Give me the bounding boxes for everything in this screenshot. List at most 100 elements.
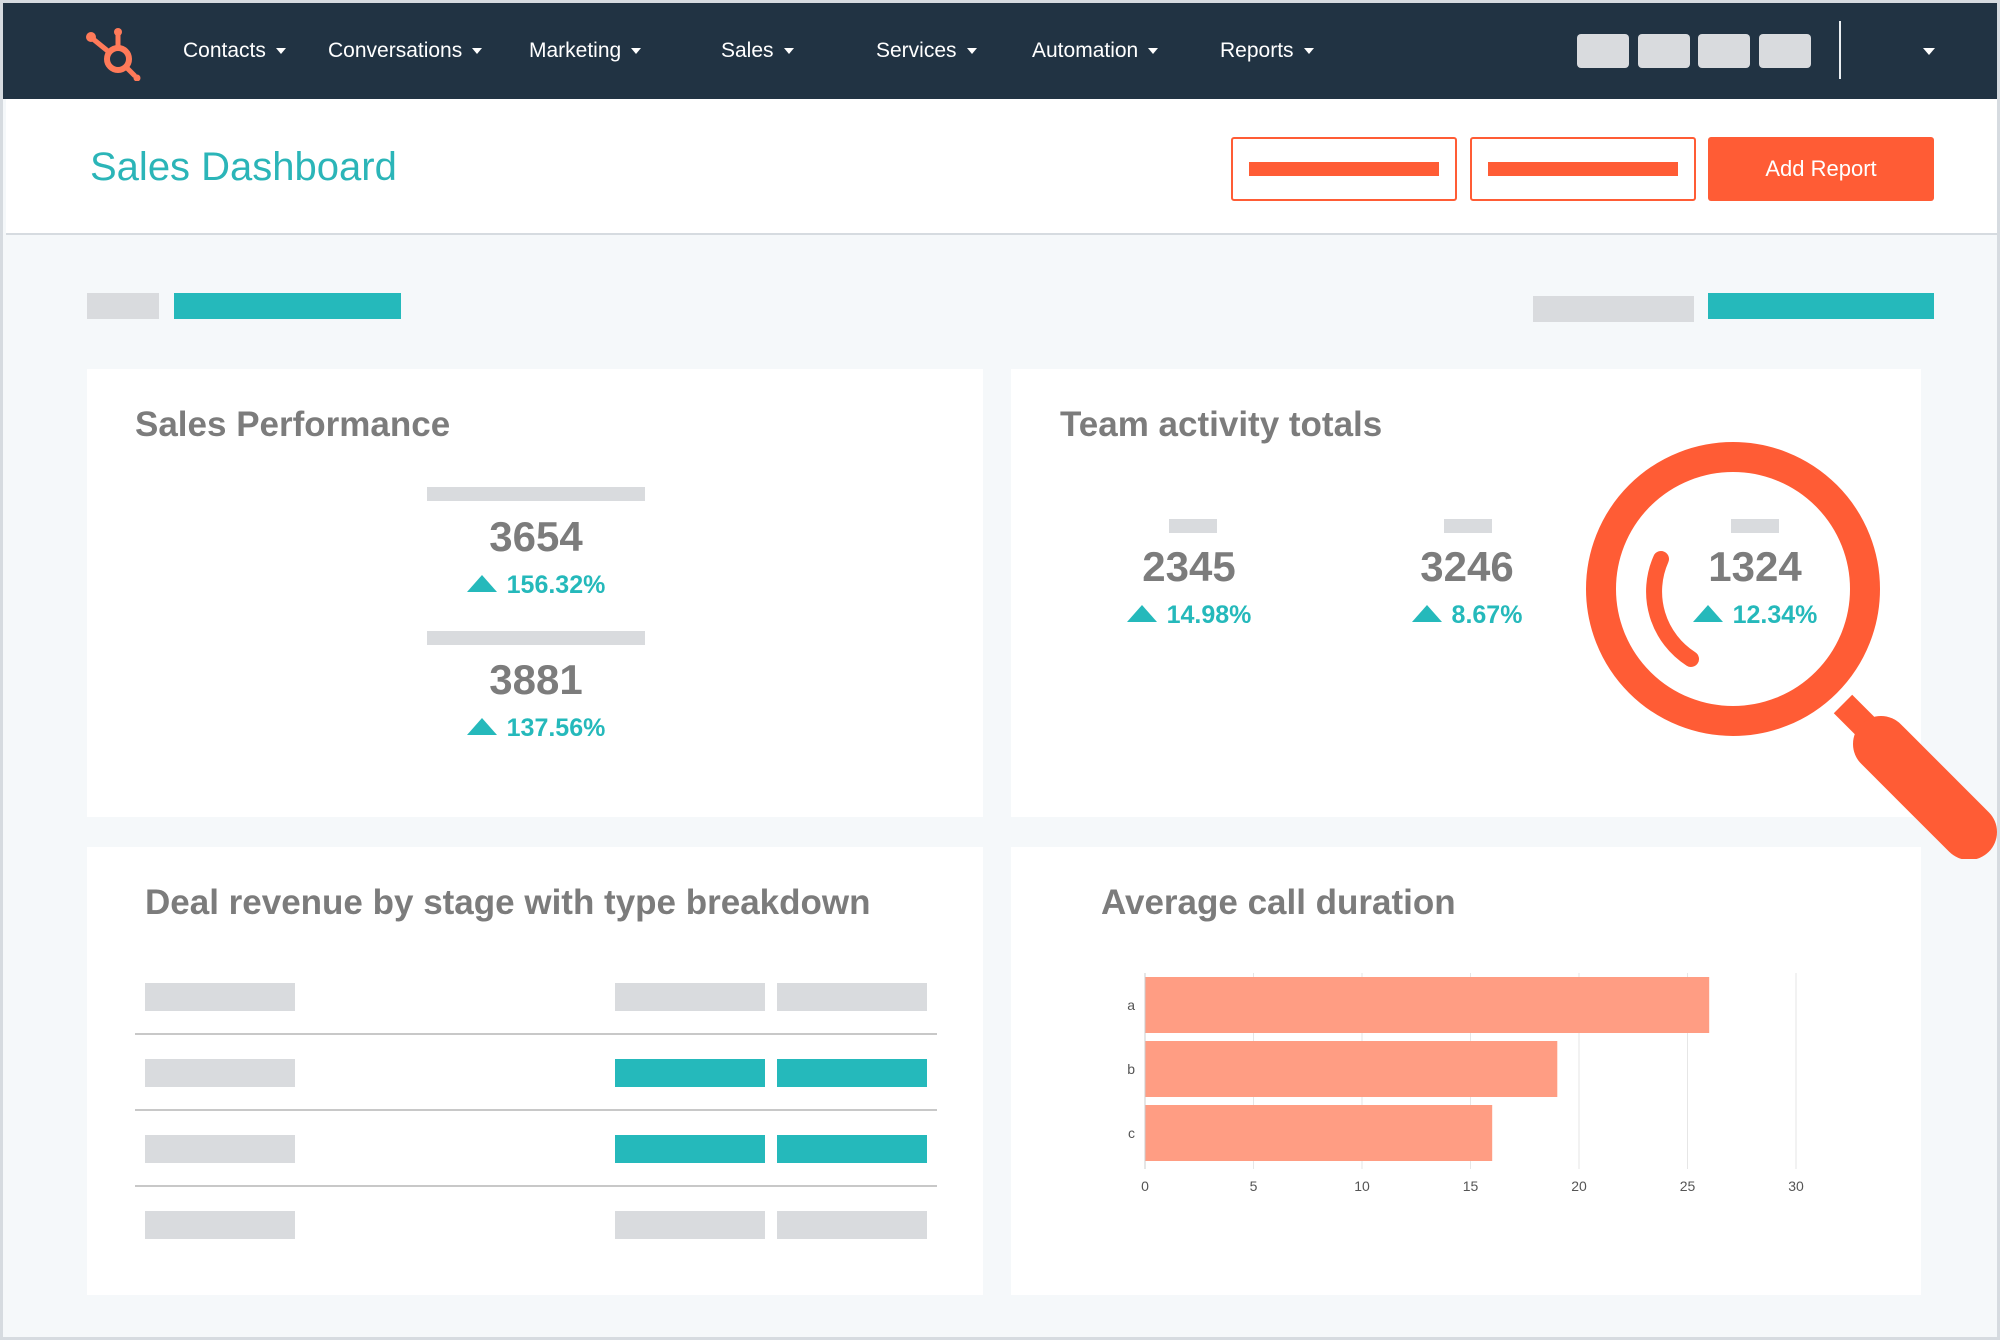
nav-item-label: Marketing bbox=[529, 39, 622, 62]
filter-link-placeholder[interactable] bbox=[174, 293, 401, 319]
dashboard-action-button[interactable] bbox=[1470, 137, 1696, 201]
metric-change-value: 12.34% bbox=[1732, 601, 1818, 629]
x-tick-label: 15 bbox=[1463, 1178, 1479, 1194]
dashboard-action-button[interactable] bbox=[1231, 137, 1457, 201]
table-cell-placeholder bbox=[145, 1059, 295, 1087]
button-label-placeholder bbox=[1249, 162, 1439, 176]
y-category-label: c bbox=[1128, 1125, 1135, 1141]
team-activity-card: Team activity totals 2345 14.98% 3246 8.… bbox=[1011, 369, 1921, 817]
metric-value: 3246 bbox=[1420, 543, 1514, 590]
metric-label-placeholder bbox=[1731, 519, 1779, 533]
table-cell-placeholder bbox=[777, 1211, 927, 1239]
nav-item-marketing[interactable]: Marketing bbox=[529, 3, 642, 99]
nav-item-label: Services bbox=[876, 39, 957, 62]
bar-a bbox=[1145, 977, 1710, 1033]
metric-label-placeholder bbox=[427, 487, 645, 501]
nav-divider bbox=[1839, 21, 1841, 79]
nav-utility-button[interactable] bbox=[1638, 34, 1690, 68]
nav-item-sales[interactable]: Sales bbox=[721, 3, 794, 99]
y-category-label: b bbox=[1127, 1061, 1135, 1077]
hubspot-sprocket-icon[interactable] bbox=[85, 21, 143, 81]
nav-item-automation[interactable]: Automation bbox=[1032, 3, 1159, 99]
nav-item-label: Sales bbox=[721, 39, 774, 62]
card-title: Team activity totals bbox=[1060, 405, 1383, 444]
x-tick-label: 0 bbox=[1141, 1178, 1149, 1194]
table-cell-placeholder bbox=[145, 983, 295, 1011]
table-cell-placeholder bbox=[777, 1135, 927, 1163]
metric-value: 2345 bbox=[1142, 543, 1236, 590]
page-title: Sales Dashboard bbox=[90, 145, 397, 189]
add-report-button[interactable]: Add Report bbox=[1708, 137, 1934, 201]
metric-label-placeholder bbox=[427, 631, 645, 645]
filter-label-placeholder bbox=[87, 293, 159, 319]
card-title: Average call duration bbox=[1101, 883, 1456, 922]
button-label-placeholder bbox=[1488, 162, 1678, 176]
nav-utility-button[interactable] bbox=[1759, 34, 1811, 68]
metric-change: 14.98% bbox=[1069, 601, 1309, 630]
trend-up-icon bbox=[1126, 605, 1157, 622]
bar-b bbox=[1145, 1041, 1558, 1097]
table-cell-placeholder bbox=[615, 983, 765, 1011]
x-tick-label: 20 bbox=[1571, 1178, 1587, 1194]
top-navigation: Contacts Conversations Marketing Sales S… bbox=[3, 3, 1997, 99]
x-tick-label: 10 bbox=[1354, 1178, 1370, 1194]
metric-value: 3881 bbox=[489, 656, 583, 703]
metric-label-placeholder bbox=[1169, 519, 1217, 533]
sales-performance-card: Sales Performance 3654 156.32% 3881 137.… bbox=[87, 369, 983, 817]
x-tick-label: 30 bbox=[1788, 1178, 1804, 1194]
account-menu-caret-icon[interactable] bbox=[1923, 48, 1935, 55]
nav-utility-button[interactable] bbox=[1577, 34, 1629, 68]
caret-down-icon bbox=[966, 48, 977, 54]
card-title: Deal revenue by stage with type breakdow… bbox=[145, 883, 871, 922]
table-cell-placeholder bbox=[145, 1135, 295, 1163]
nav-item-label: Reports bbox=[1220, 39, 1294, 62]
table-row-divider bbox=[135, 1185, 937, 1187]
table-cell-placeholder bbox=[145, 1211, 295, 1239]
metric-change: 8.67% bbox=[1347, 601, 1587, 630]
metric-change-value: 156.32% bbox=[506, 571, 606, 599]
nav-item-reports[interactable]: Reports bbox=[1220, 3, 1314, 99]
magnifying-glass-icon bbox=[1586, 442, 1997, 859]
caret-down-icon bbox=[783, 48, 794, 54]
metric-value: 1324 bbox=[1708, 543, 1802, 590]
metric-label-placeholder bbox=[1444, 519, 1492, 533]
nav-item-services[interactable]: Services bbox=[876, 3, 977, 99]
metric-change-value: 137.56% bbox=[506, 714, 606, 742]
trend-up-icon bbox=[466, 718, 497, 735]
metric-change: 156.32% bbox=[427, 571, 645, 600]
metric-change: 137.56% bbox=[427, 714, 645, 743]
caret-down-icon bbox=[1303, 48, 1314, 54]
caret-down-icon bbox=[275, 48, 286, 54]
bar-c bbox=[1145, 1105, 1493, 1161]
metric-value: 3654 bbox=[489, 513, 583, 560]
deal-revenue-card: Deal revenue by stage with type breakdow… bbox=[87, 847, 983, 1295]
caret-down-icon bbox=[631, 48, 642, 54]
caret-down-icon bbox=[472, 48, 483, 54]
dashboard-header: Sales Dashboard Add Report bbox=[6, 99, 1997, 235]
nav-item-contacts[interactable]: Contacts bbox=[183, 3, 286, 99]
table-row-divider bbox=[135, 1033, 937, 1035]
card-title: Sales Performance bbox=[135, 405, 451, 444]
filter-link-placeholder[interactable] bbox=[1708, 293, 1934, 319]
y-category-label: a bbox=[1127, 997, 1135, 1013]
table-cell-placeholder bbox=[615, 1135, 765, 1163]
nav-utility-button[interactable] bbox=[1698, 34, 1750, 68]
nav-item-conversations[interactable]: Conversations bbox=[328, 3, 483, 99]
table-row-divider bbox=[135, 1109, 937, 1111]
filter-label-placeholder bbox=[1533, 296, 1694, 322]
table-cell-placeholder bbox=[777, 1059, 927, 1087]
nav-item-label: Automation bbox=[1032, 39, 1139, 62]
nav-item-label: Conversations bbox=[328, 39, 463, 62]
metric-change-value: 14.98% bbox=[1166, 601, 1252, 629]
trend-up-icon bbox=[1411, 605, 1442, 622]
table-cell-placeholder bbox=[615, 1211, 765, 1239]
x-tick-label: 5 bbox=[1250, 1178, 1258, 1194]
table-cell-placeholder bbox=[777, 983, 927, 1011]
table-cell-placeholder bbox=[615, 1059, 765, 1087]
caret-down-icon bbox=[1148, 48, 1159, 54]
metric-change-value: 8.67% bbox=[1451, 601, 1523, 629]
bar-chart: 0 5 10 15 20 25 30 a b c bbox=[1127, 973, 1804, 1194]
trend-up-icon bbox=[466, 575, 497, 592]
trend-up-icon bbox=[1692, 605, 1723, 622]
